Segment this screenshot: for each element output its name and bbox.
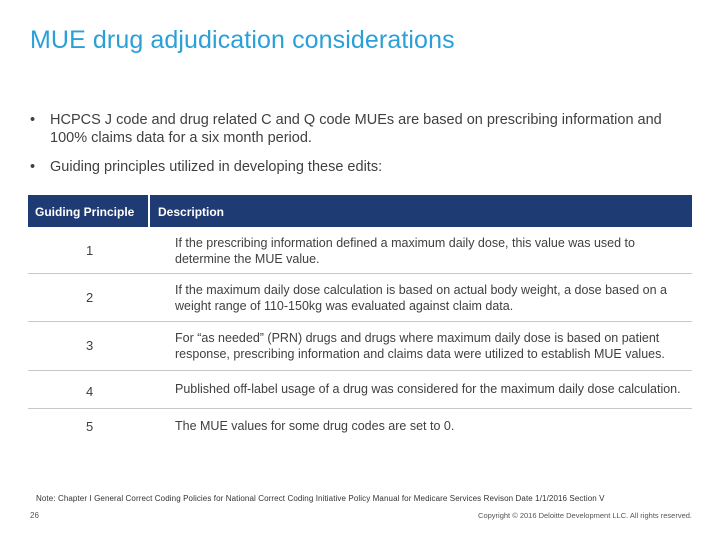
principle-description: If the prescribing information defined a… [175,236,635,266]
principle-number: 1 [86,243,94,258]
footnote: Note: Chapter I General Correct Coding P… [36,494,605,503]
slide-title: MUE drug adjudication considerations [30,26,455,54]
header-description: Description [158,205,225,219]
table-row: 2 If the maximum daily dose calculation … [28,274,692,322]
header-guiding-principle: Guiding Principle [28,195,150,227]
table-header: Guiding Principle Description [28,195,692,227]
table-row: 4 Published off-label usage of a drug wa… [28,371,692,409]
copyright-notice: Copyright © 2016 Deloitte Development LL… [478,511,692,520]
guiding-principles-table: Guiding Principle Description 1 If the p… [28,195,692,441]
principle-description: The MUE values for some drug codes are s… [175,419,455,433]
principle-description: If the maximum daily dose calculation is… [175,283,667,313]
principle-number: 3 [86,338,94,353]
bullet-dot-icon: • [30,159,36,175]
page-number: 26 [30,511,39,520]
bullet-item: • Guiding principles utilized in develop… [30,158,680,176]
table-row: 5 The MUE values for some drug codes are… [28,409,692,441]
bullet-list: • HCPCS J code and drug related C and Q … [30,111,680,187]
principle-description: Published off-label usage of a drug was … [175,382,681,396]
principle-description: For “as needed” (PRN) drugs and drugs wh… [175,331,665,361]
table-row: 1 If the prescribing information defined… [28,227,692,274]
bullet-text: Guiding principles utilized in developin… [50,159,383,175]
bullet-text: HCPCS J code and drug related C and Q co… [50,112,662,146]
bullet-dot-icon: • [30,112,36,128]
principle-number: 4 [86,384,94,399]
principle-number: 2 [86,290,94,305]
bullet-item: • HCPCS J code and drug related C and Q … [30,111,680,147]
table-row: 3 For “as needed” (PRN) drugs and drugs … [28,322,692,371]
principle-number: 5 [86,419,94,434]
